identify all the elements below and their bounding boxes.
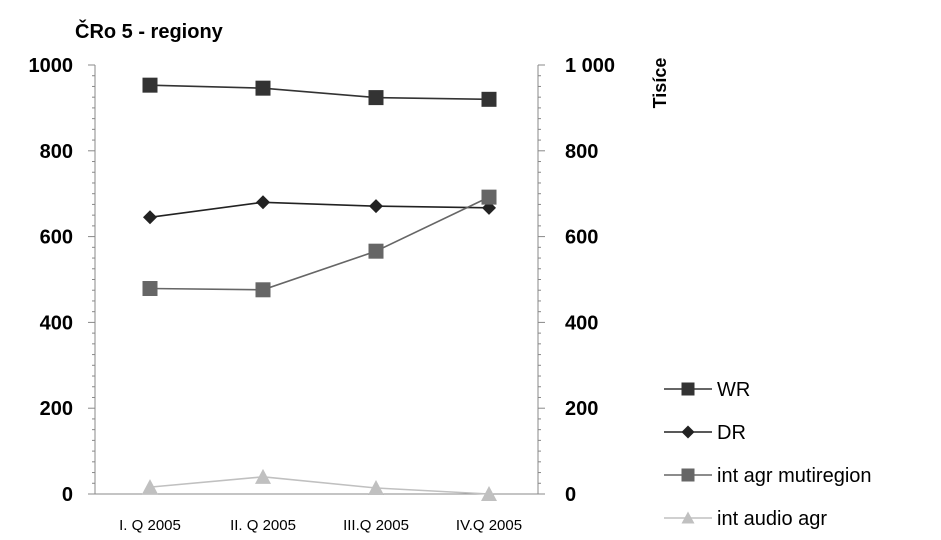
series-line — [149, 84, 490, 101]
data-point-square — [255, 282, 271, 298]
series-line — [149, 196, 490, 291]
left-tick-label: 800 — [40, 141, 73, 163]
right-tick-label: 0 — [565, 484, 576, 506]
data-point-square — [368, 243, 384, 259]
data-point-triangle — [142, 479, 158, 495]
legend-label: int agr mutiregion — [717, 465, 872, 487]
right-tick-label: 400 — [565, 312, 598, 334]
left-tick-label: 200 — [40, 398, 73, 420]
x-axis: I. Q 2005 II. Q 2005 III.Q 2005 IV.Q 2005 — [95, 493, 538, 534]
left-y-axis: 0 200 400 600 800 1000 — [29, 55, 96, 506]
x-tick-label: I. Q 2005 — [119, 517, 181, 534]
right-tick-label: 200 — [565, 398, 598, 420]
left-tick-label: 0 — [62, 484, 73, 506]
legend-label: int audio agr — [717, 508, 827, 530]
data-point-diamond — [681, 425, 695, 439]
left-tick-label: 1000 — [29, 55, 74, 77]
legend-label: WR — [717, 379, 750, 401]
legend-item: WR — [664, 379, 750, 401]
data-point-triangle — [681, 511, 695, 524]
data-point-square — [142, 77, 158, 93]
legend-item: int agr mutiregion — [664, 465, 872, 487]
left-tick-label: 400 — [40, 312, 73, 334]
series-line — [149, 201, 490, 219]
data-point-square — [481, 189, 497, 205]
data-point-diamond — [256, 195, 270, 210]
data-point-square — [681, 382, 695, 396]
x-tick-label: III.Q 2005 — [343, 517, 409, 534]
data-point-triangle — [368, 479, 384, 495]
data-point-diamond — [143, 210, 157, 225]
data-point-square — [681, 468, 695, 482]
chart-title: ČRo 5 - regiony — [75, 19, 224, 43]
left-tick-label: 600 — [40, 227, 73, 249]
data-point-square — [142, 281, 158, 297]
legend: WR DR int agr mutiregion int audio agr — [664, 379, 872, 530]
right-tick-label: 800 — [565, 141, 598, 163]
legend-item: DR — [664, 422, 746, 444]
x-tick-label: II. Q 2005 — [230, 517, 296, 534]
series-line — [149, 476, 490, 495]
data-point-triangle — [481, 486, 497, 501]
data-point-triangle — [255, 468, 271, 484]
legend-item: int audio agr — [664, 508, 827, 530]
data-point-square — [481, 91, 497, 107]
series-int-agr-mutiregion — [142, 189, 497, 298]
plot-area — [142, 77, 497, 501]
right-tick-label: 1 000 — [565, 55, 615, 77]
data-point-square — [255, 80, 271, 96]
data-point-diamond — [369, 199, 383, 214]
right-tick-label: 600 — [565, 227, 598, 249]
right-y-axis-label: Tisíce — [650, 58, 670, 109]
series-int-audio-agr — [142, 468, 497, 501]
x-tick-label: IV.Q 2005 — [456, 517, 522, 534]
legend-label: DR — [717, 422, 746, 444]
series-wr — [142, 77, 497, 107]
data-point-square — [368, 90, 384, 106]
right-y-axis: 0 200 400 600 800 1 000 — [537, 55, 615, 506]
